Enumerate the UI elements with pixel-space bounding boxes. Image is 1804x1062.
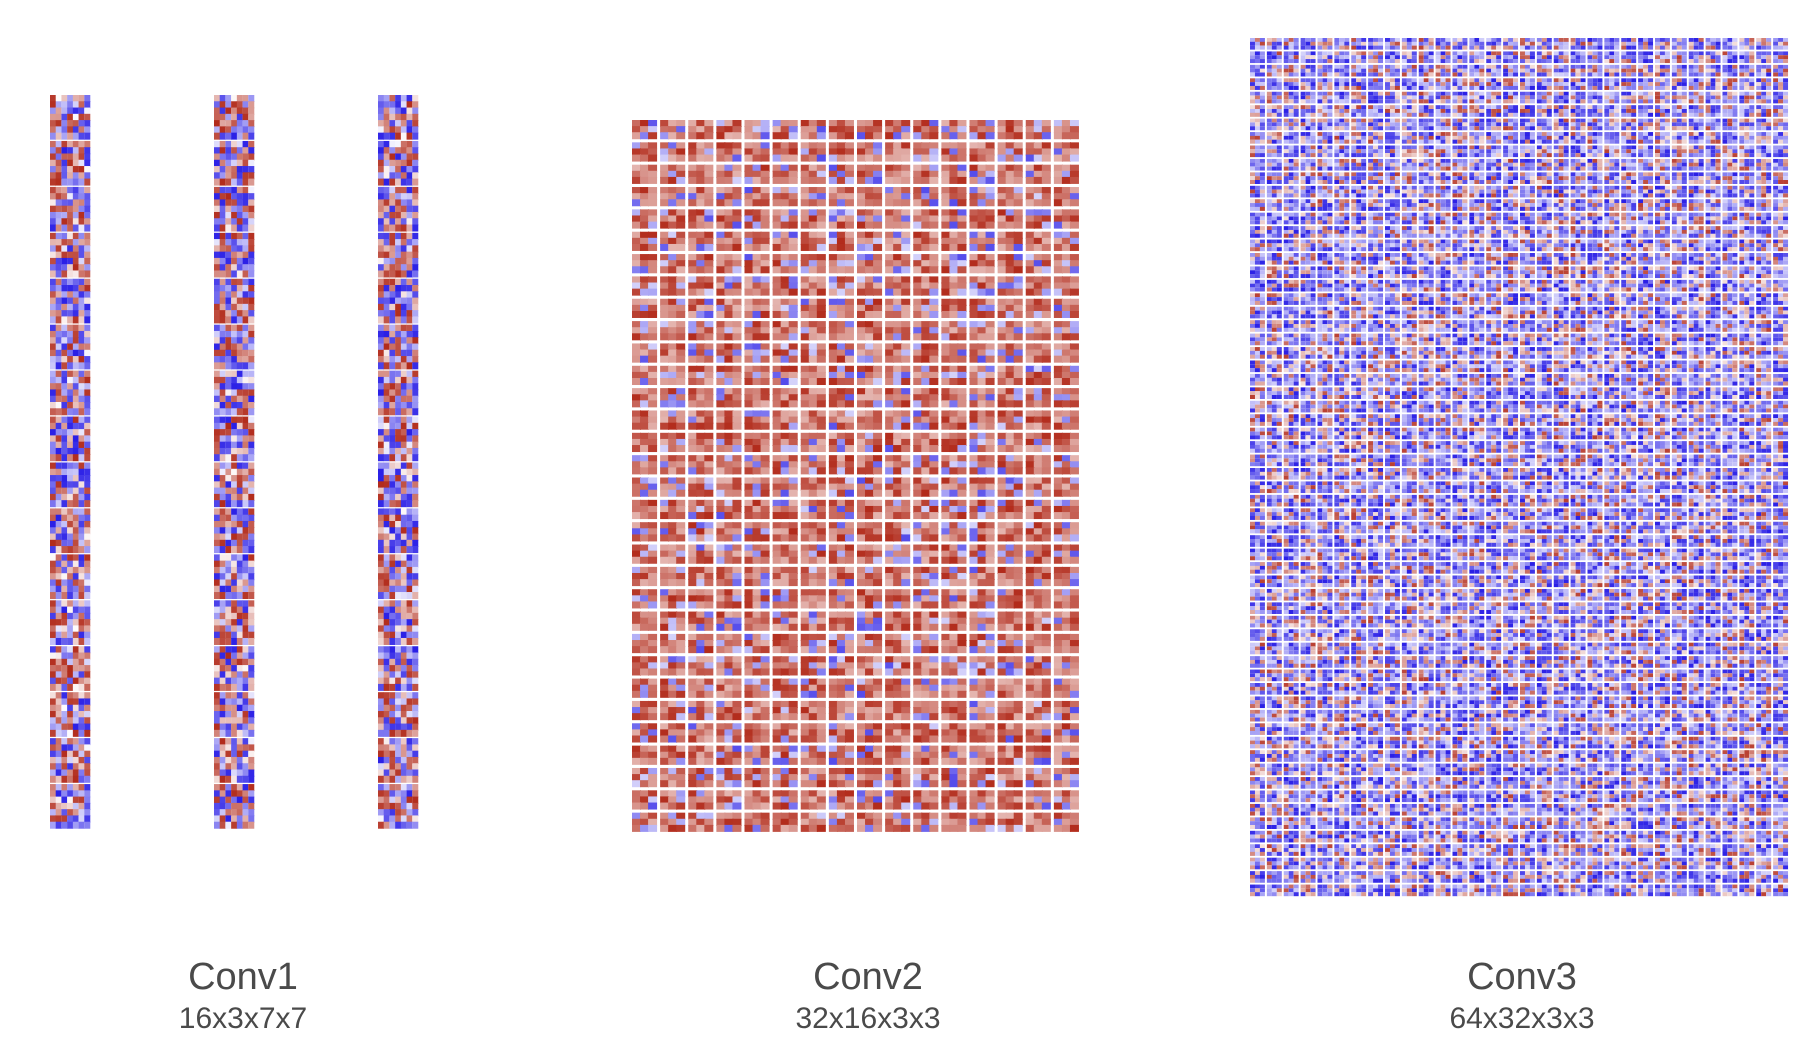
conv1-filter-grid <box>50 95 420 830</box>
conv1-shape: 16x3x7x7 <box>178 1002 308 1035</box>
conv1-title: Conv1 <box>188 956 298 998</box>
conv2-filter-grid <box>632 120 1082 835</box>
conv3-shape: 64x32x3x3 <box>1449 1002 1595 1035</box>
conv2-title: Conv2 <box>813 956 923 998</box>
conv2-shape: 32x16x3x3 <box>795 1002 941 1035</box>
conv2-caption: Conv2 32x16x3x3 <box>718 955 1018 1037</box>
conv3-caption: Conv3 64x32x3x3 <box>1372 955 1672 1037</box>
conv1-caption: Conv1 16x3x7x7 <box>93 955 393 1037</box>
conv3-title: Conv3 <box>1467 956 1577 998</box>
conv3-filter-grid <box>1250 38 1790 898</box>
